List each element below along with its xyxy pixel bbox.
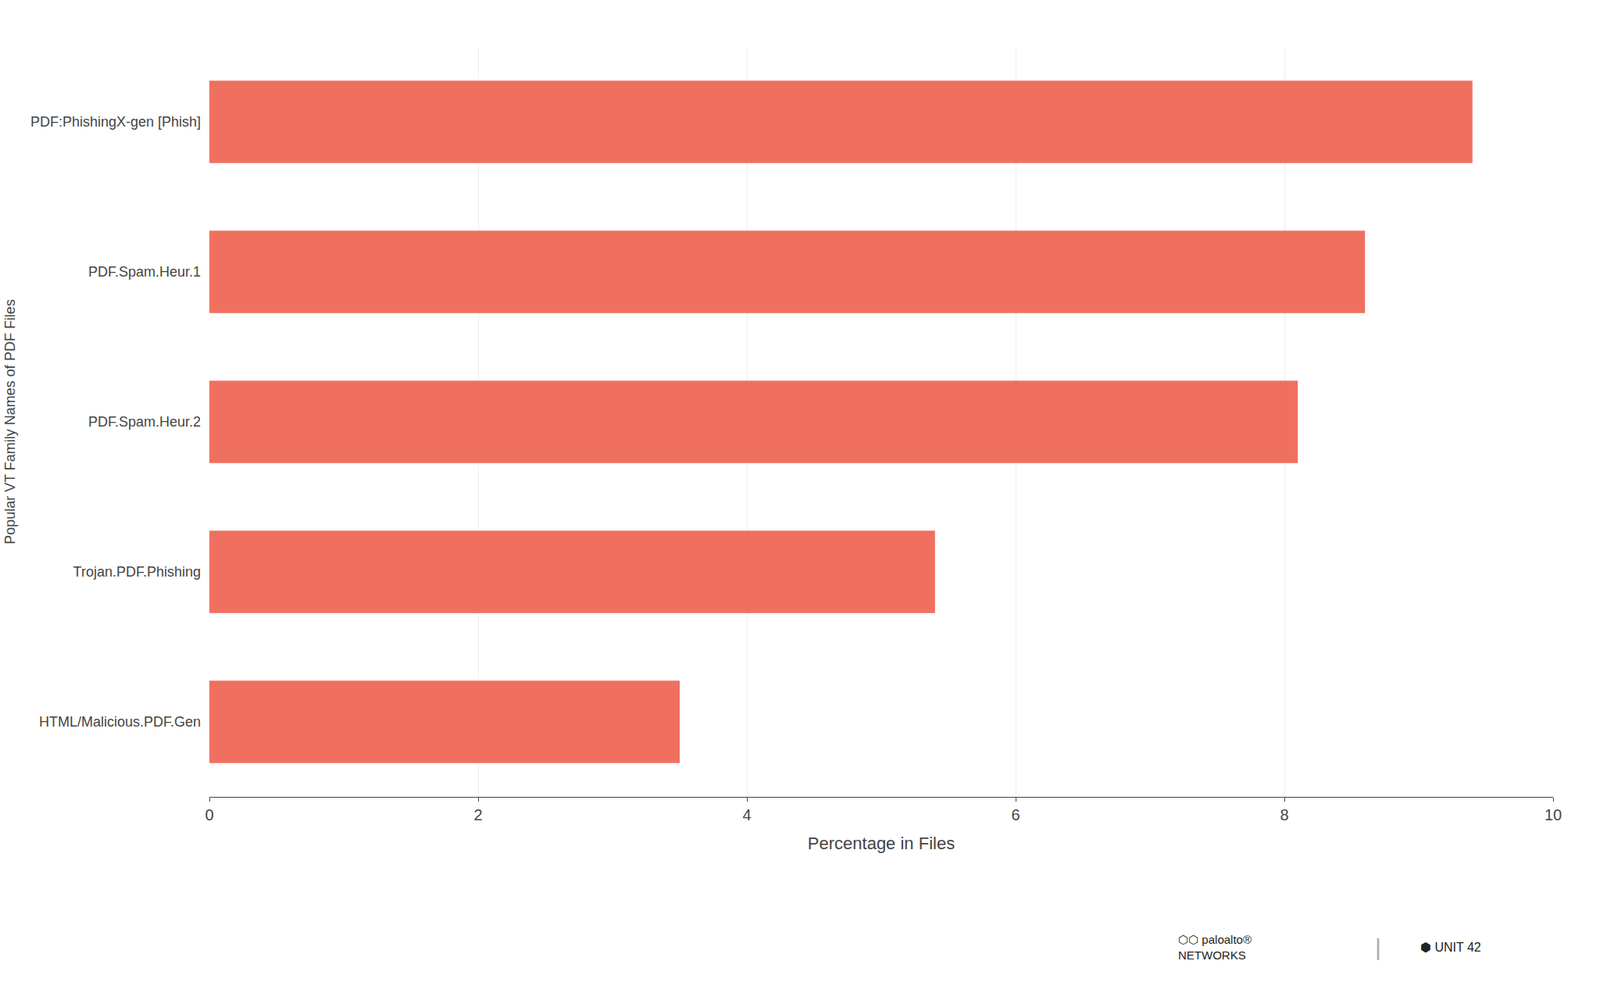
svg-text:2: 2 [473,806,483,824]
svg-text:PDF.Spam.Heur.1: PDF.Spam.Heur.1 [88,264,201,280]
svg-text:PDF.Spam.Heur.2: PDF.Spam.Heur.2 [88,414,201,430]
svg-text:PDF:PhishingX-gen [Phish]: PDF:PhishingX-gen [Phish] [30,114,201,130]
svg-text:0: 0 [204,806,214,824]
svg-text:Percentage in Files: Percentage in Files [807,833,955,854]
svg-text:⬡⬡ paloalto®NETWORKS: ⬡⬡ paloalto®NETWORKS [1178,932,1252,962]
svg-text:Popular VT Family Names of PDF: Popular VT Family Names of PDF Files [2,299,18,545]
svg-text:8: 8 [1279,806,1289,824]
svg-text:⬢ UNIT 42: ⬢ UNIT 42 [1420,940,1482,954]
svg-text:|: | [1375,934,1382,961]
svg-text:HTML/Malicious.PDF.Gen: HTML/Malicious.PDF.Gen [39,714,201,730]
svg-text:6: 6 [1010,806,1020,824]
svg-text:10: 10 [1544,806,1562,824]
svg-text:Trojan.PDF.Phishing: Trojan.PDF.Phishing [73,564,201,580]
svg-text:4: 4 [742,806,751,824]
